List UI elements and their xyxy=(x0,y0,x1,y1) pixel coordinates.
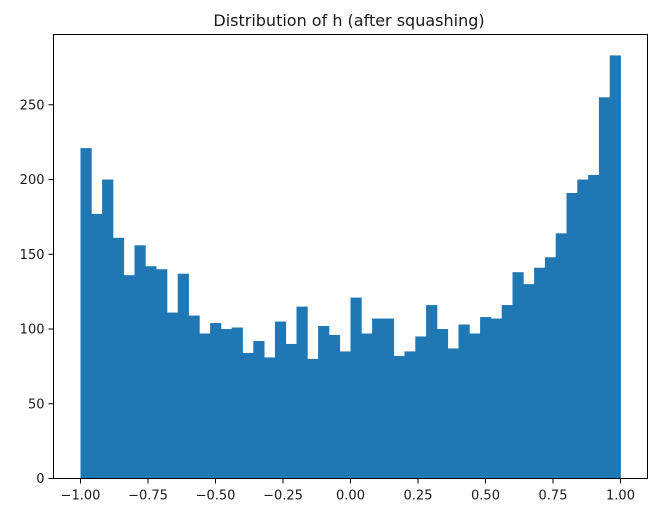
histogram-bar xyxy=(253,340,265,479)
histogram-bar xyxy=(512,272,524,479)
histogram-bar xyxy=(426,305,438,479)
histogram-bar xyxy=(577,179,589,479)
histogram-bar xyxy=(145,266,157,479)
histogram-bar xyxy=(231,327,243,479)
histogram-bar xyxy=(156,269,168,479)
histogram-bar xyxy=(469,333,481,479)
histogram-bar xyxy=(544,257,557,479)
histogram-bar xyxy=(339,351,351,479)
histogram-bar xyxy=(609,55,621,479)
x-tick-label: 0.25 xyxy=(404,489,433,504)
histogram-bar xyxy=(447,348,459,479)
x-tick-label: 0.75 xyxy=(539,489,568,504)
histogram-bar xyxy=(566,192,578,479)
histogram-bar xyxy=(80,148,92,479)
y-tick-label: 150 xyxy=(20,248,45,263)
histogram-bar xyxy=(350,297,362,479)
x-tick-label: 0.00 xyxy=(336,489,365,504)
histogram-bar xyxy=(501,305,513,479)
histogram-bar xyxy=(307,358,319,479)
histogram-bar xyxy=(458,324,470,479)
histogram-bar xyxy=(328,334,341,479)
x-tick-label: 1.00 xyxy=(606,489,635,504)
y-tick-label: 0 xyxy=(36,472,44,487)
bars-group xyxy=(80,55,621,479)
x-axis-ticks: −1.00 −0.75 −0.50 −0.25 0.00 0.25 0.50 0.75 1.00 xyxy=(61,478,635,504)
histogram-bar xyxy=(393,355,405,479)
histogram-bar xyxy=(242,352,254,479)
histogram-bar xyxy=(523,284,535,479)
histogram-bar xyxy=(296,306,308,479)
x-tick-label: −0.75 xyxy=(128,489,168,504)
histogram-bar xyxy=(598,97,611,479)
histogram-bar xyxy=(199,333,211,479)
histogram-bar xyxy=(361,333,373,479)
x-tick-label: 0.50 xyxy=(471,489,500,504)
x-tick-label: −0.25 xyxy=(263,489,303,504)
y-tick-label: 100 xyxy=(20,323,45,338)
histogram-bar xyxy=(220,329,233,479)
histogram-bar xyxy=(166,312,179,479)
x-tick-label: −0.50 xyxy=(196,489,236,504)
plot-frame xyxy=(53,34,648,479)
chart-title: Distribution of h (after squashing) xyxy=(213,11,484,30)
histogram-bar xyxy=(274,321,287,479)
histogram-bar xyxy=(285,343,297,479)
histogram-bar xyxy=(188,315,200,479)
histogram-bar xyxy=(436,329,449,479)
histogram-bar xyxy=(480,317,492,479)
histogram-bar xyxy=(490,318,503,479)
histogram-bar xyxy=(134,245,146,479)
histogram-bar xyxy=(318,326,330,479)
histogram-bar xyxy=(372,318,384,479)
x-tick-label: −1.00 xyxy=(61,489,101,504)
histogram-bar xyxy=(123,275,135,479)
y-tick-label: 200 xyxy=(20,173,45,188)
histogram-bar xyxy=(404,351,416,479)
y-axis-ticks: 0 50 100 150 200 250 xyxy=(20,98,54,487)
histogram-bar xyxy=(382,318,395,479)
y-tick-label: 250 xyxy=(20,98,45,113)
histogram-bar xyxy=(210,323,222,479)
y-tick-label: 50 xyxy=(28,397,45,412)
histogram-bar xyxy=(415,336,427,479)
histogram-bar xyxy=(177,273,189,479)
histogram-bar xyxy=(588,175,600,479)
histogram-bar xyxy=(264,357,276,479)
histogram-bar xyxy=(555,233,567,479)
histogram-bar xyxy=(112,237,125,479)
histogram-bar xyxy=(91,213,103,479)
histogram-bar xyxy=(534,267,546,479)
histogram-bar xyxy=(102,179,114,479)
